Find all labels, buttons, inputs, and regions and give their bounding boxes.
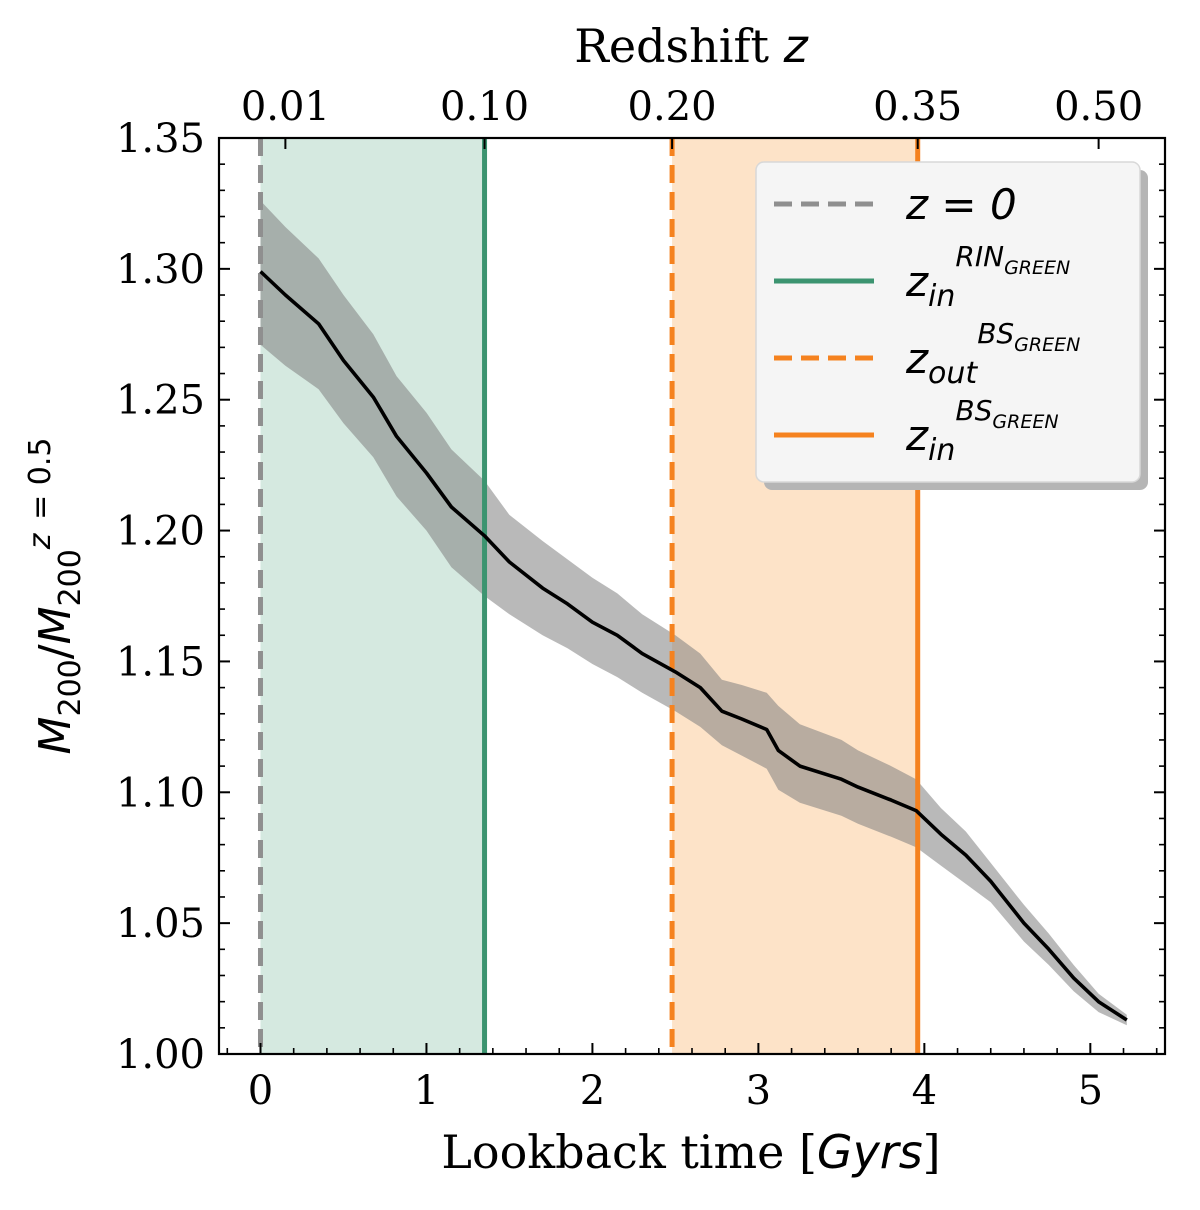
- y-tick-label-7: 1.35: [116, 116, 205, 162]
- y-tick-label-6: 1.30: [116, 247, 205, 293]
- axis-ticks: [219, 137, 1165, 1055]
- y-tick-labels: 1.00 1.05 1.10 1.15 1.20 1.25 1.30 1.35: [116, 116, 205, 1078]
- y-tick-label-0: 1.00: [116, 1032, 205, 1078]
- top-tick-label-1: 0.10: [440, 84, 529, 130]
- legend-sup-sub: GREEN: [1014, 334, 1080, 356]
- top-tick-label-2: 0.20: [628, 84, 717, 130]
- top-axis-label: Redshift z: [574, 19, 808, 73]
- x-axis-label: Lookback time [Gyrs]: [441, 1125, 940, 1179]
- median-line: [259, 270, 1128, 1022]
- x-tick-label-1: 1: [414, 1068, 439, 1114]
- legend-sup: BS: [955, 394, 992, 427]
- legend-base: z: [905, 334, 929, 383]
- x-tick-labels: 0 1 2 3 4 5: [248, 1068, 1103, 1114]
- x-tick-label-0: 0: [248, 1068, 273, 1114]
- y-tick-label-2: 1.10: [116, 770, 205, 816]
- legend-sub: in: [928, 433, 955, 468]
- top-tick-label-0: 0.01: [241, 84, 330, 130]
- legend-sup: RIN: [955, 240, 1004, 273]
- x-tick-label-3: 3: [746, 1068, 771, 1114]
- median-series-line: [259, 270, 1128, 1022]
- band-area: [260, 200, 1127, 1026]
- top-tick-labels: 0.01 0.10 0.20 0.35 0.50: [241, 84, 1143, 130]
- y-axis-label: M200/M200z = 0.5: [23, 438, 88, 755]
- legend-sub: out: [928, 356, 978, 391]
- y-tick-label-1: 1.05: [116, 901, 205, 947]
- legend-base: z: [905, 257, 929, 306]
- legend-sup: BS: [977, 317, 1014, 350]
- legend-sub: in: [928, 279, 955, 314]
- x-tick-label-5: 5: [1078, 1068, 1103, 1114]
- top-tick-label-4: 0.50: [1054, 84, 1143, 130]
- legend-label-2: zout BSGREEN: [905, 317, 1080, 391]
- legend-box: [755, 161, 1141, 483]
- confidence-band: [260, 200, 1127, 1026]
- legend-label-0: z = 0: [905, 180, 1017, 229]
- legend-label-3: zinBSGREEN: [905, 394, 1059, 468]
- y-tick-label-5: 1.25: [116, 378, 205, 424]
- svg-text:M200/M200z = 0.5: M200/M200z = 0.5: [23, 438, 88, 755]
- x-tick-label-2: 2: [580, 1068, 605, 1114]
- y-tick-label-4: 1.20: [116, 509, 205, 555]
- legend-sup-sub: GREEN: [992, 411, 1058, 433]
- legend-base: z: [905, 411, 929, 460]
- top-tick-label-3: 0.35: [873, 84, 962, 130]
- legend-label-1: zinRINGREEN: [905, 240, 1070, 314]
- y-tick-label-3: 1.15: [116, 639, 205, 685]
- legend-sup-sub: GREEN: [1004, 257, 1070, 279]
- x-tick-label-4: 4: [912, 1068, 937, 1114]
